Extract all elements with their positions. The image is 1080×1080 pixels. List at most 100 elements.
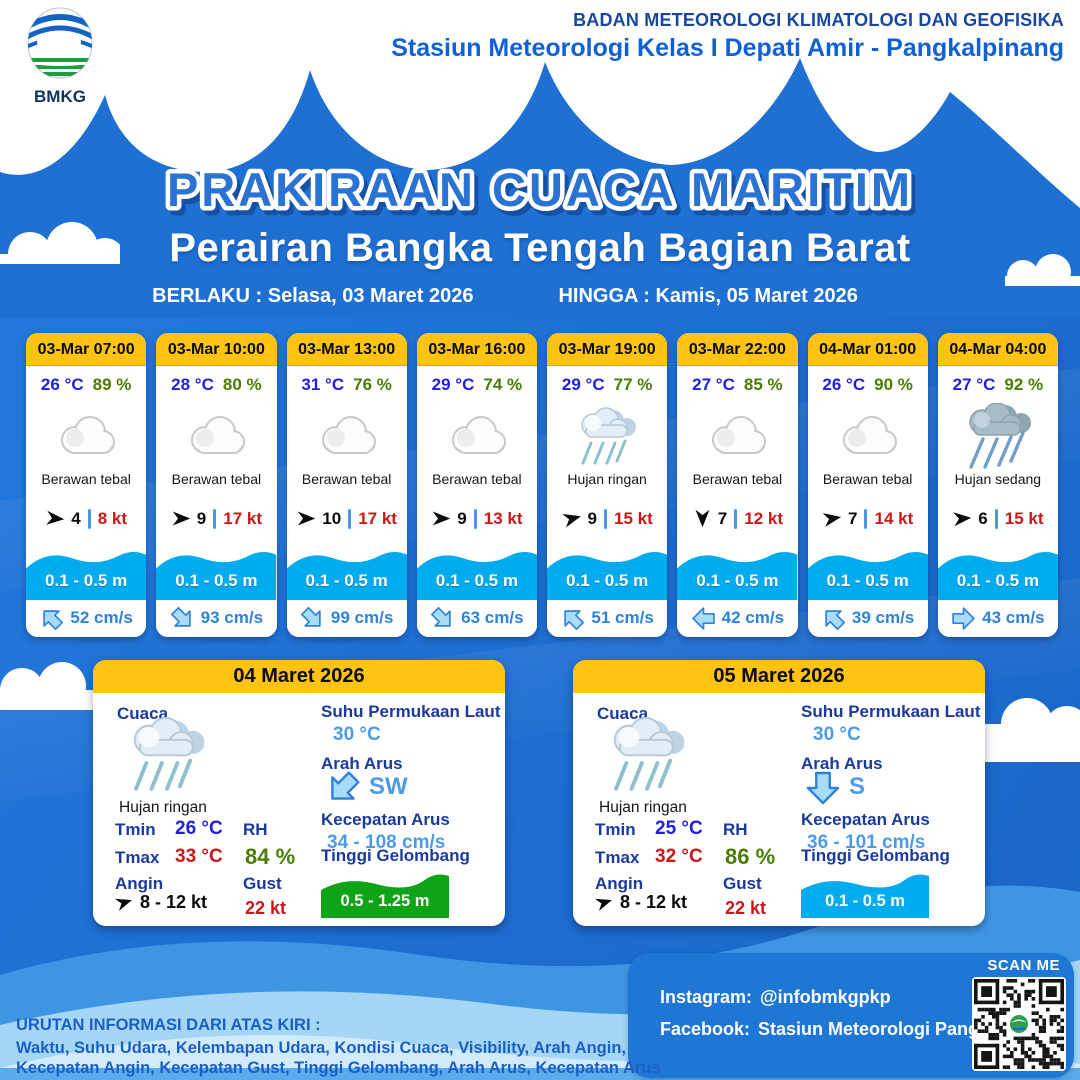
current-row: 93 cm/s	[156, 599, 277, 637]
wind-row: 10 17 kt	[287, 501, 407, 536]
weather-condition: Berawan tebal	[301, 471, 392, 488]
forecast-time: 03-Mar 19:00	[547, 333, 668, 366]
wave-height-label: Tinggi Gelombang	[801, 846, 950, 865]
daily-row: 04 Maret 2026 Cuaca Hujan ringan Tmin 26…	[93, 660, 985, 926]
tmax-label: Tmax	[115, 848, 160, 867]
divider	[87, 508, 91, 529]
current-speed: 51 cm/s	[591, 608, 654, 628]
wave-height-band: 0.1 - 0.5 m	[547, 537, 668, 600]
weather-condition: Hujan ringan	[567, 471, 647, 488]
wave-height-band: 0.1 - 0.5 m	[26, 537, 147, 600]
hourly-forecast-card: 03-Mar 19:00 29 °C 77 % Hujan ringan 9 1…	[547, 333, 668, 637]
instagram-row: Instagram: @infobmkgpkp	[660, 987, 891, 1008]
wave-height-value: 0.1 - 0.5 m	[435, 570, 518, 590]
info-order-title: URUTAN INFORMASI DARI ATAS KIRI :	[16, 1016, 321, 1034]
current-direction-value: SW	[369, 773, 408, 800]
poster-title-wrap: PRAKIRAAN CUACA MARITIM	[162, 160, 914, 221]
daily-wind: 8 - 12 kt	[115, 892, 207, 913]
rh-value: 86 %	[725, 844, 776, 869]
bmkg-logo: BMKG	[27, 7, 93, 106]
divider	[864, 508, 868, 529]
humidity: 77 %	[613, 374, 653, 394]
temp-humidity-row: 26 °C 90 %	[808, 369, 928, 401]
gust-value: 22 kt	[245, 898, 287, 918]
wind-speed: 17 kt	[223, 508, 262, 528]
hourly-forecast-card: 04-Mar 01:00 26 °C 90 % Berawan tebal 7 …	[807, 333, 928, 637]
hourly-forecast-card: 03-Mar 22:00 27 °C 85 % Berawan tebal 7 …	[677, 333, 798, 637]
forecast-time: 03-Mar 07:00	[26, 333, 147, 366]
forecast-time: 03-Mar 16:00	[416, 333, 537, 366]
weather-icon	[547, 401, 667, 472]
daily-weather-icon	[123, 714, 211, 799]
cloud-decoration-right-top	[1005, 254, 1080, 286]
valid-until-label: HINGGA :	[558, 285, 650, 307]
weather-icon	[26, 401, 146, 472]
hourly-forecast-card: 03-Mar 10:00 28 °C 80 % Berawan tebal 9 …	[156, 333, 277, 637]
wave-height-value: 0.1 - 0.5 m	[566, 570, 649, 590]
sst-value: 30 °C	[813, 724, 861, 745]
current-direction-icon	[691, 606, 716, 631]
wave-height-value: 0.1 - 0.5 m	[826, 570, 909, 590]
wind-direction-icon	[171, 508, 192, 529]
divider	[994, 508, 998, 529]
divider	[213, 508, 217, 529]
current-row: 39 cm/s	[807, 599, 928, 637]
current-row: 42 cm/s	[677, 599, 798, 637]
instagram-handle: @infobmkgpkp	[760, 987, 891, 1007]
current-row: 51 cm/s	[547, 599, 668, 637]
scan-me-label: SCAN ME	[987, 957, 1060, 974]
wind-direction-icon	[692, 508, 713, 529]
divider	[734, 508, 738, 529]
rh-label: RH	[243, 820, 268, 839]
gust-label: Gust	[243, 874, 282, 893]
visibility-value: 7	[717, 508, 728, 528]
wave-height-band: 0.1 - 0.5 m	[156, 537, 277, 600]
wind-direction-icon	[820, 507, 844, 531]
daily-forecast-card: 05 Maret 2026 Cuaca Hujan ringan Tmin 25…	[573, 660, 985, 926]
daily-condition: Hujan ringan	[599, 799, 687, 816]
page-subtitle: Perairan Bangka Tengah Bagian Barat	[169, 226, 911, 270]
gust-label: Gust	[723, 874, 762, 893]
cloud-decoration-left-mid	[0, 662, 100, 710]
current-direction-value: S	[849, 773, 866, 800]
current-speed: 99 cm/s	[330, 608, 394, 628]
air-temperature: 26 °C	[40, 374, 84, 394]
tmin-value: 25 °C	[655, 818, 703, 839]
wave-height-value: 0.1 - 0.5 m	[45, 570, 128, 590]
temp-humidity-row: 28 °C 80 %	[156, 369, 276, 401]
wind-row: 9 17 kt	[156, 501, 276, 536]
wind-speed: 17 kt	[358, 508, 397, 528]
valid-until-value: Kamis, 05 Maret 2026	[655, 285, 858, 307]
wind-label: Angin	[595, 874, 644, 893]
wind-row: 4 8 kt	[26, 501, 146, 536]
wave-height-band: 0.1 - 0.5 m	[286, 537, 407, 600]
visibility-value: 9	[457, 508, 467, 528]
hourly-row: 03-Mar 07:00 26 °C 89 % Berawan tebal 4 …	[26, 333, 1058, 637]
humidity: 85 %	[743, 374, 783, 394]
wind-direction-icon	[44, 507, 67, 530]
info-order-line1: Waktu, Suhu Udara, Kelembapan Udara, Kon…	[16, 1039, 627, 1057]
current-speed-value: 34 - 108 cm/s	[327, 832, 446, 853]
cloud-decoration-left-top	[0, 222, 120, 264]
gust-value: 22 kt	[725, 898, 767, 918]
rh-label: RH	[723, 820, 748, 839]
wind-speed: 13 kt	[483, 508, 523, 528]
wave-height-band: 0.1 - 0.5 m	[416, 537, 537, 600]
tmin-label: Tmin	[115, 820, 156, 839]
daily-wave-height: 0.5 - 1.25 m	[340, 892, 430, 910]
scallop-wave-top	[0, 58, 1080, 320]
air-temperature: 29 °C	[431, 374, 475, 394]
daily-date: 05 Maret 2026	[573, 660, 985, 693]
wind-direction-icon	[296, 508, 317, 529]
valid-until: HINGGA : Kamis, 05 Maret 2026	[558, 285, 857, 308]
daily-forecast-card: 04 Maret 2026 Cuaca Hujan ringan Tmin 26…	[93, 660, 505, 926]
weather-condition: Hujan sedang	[954, 471, 1042, 488]
wind-speed: 15 kt	[613, 508, 653, 528]
wind-direction-icon	[559, 506, 585, 532]
temp-humidity-row: 27 °C 92 %	[938, 369, 1058, 401]
weather-icon	[417, 401, 537, 472]
temp-humidity-row: 29 °C 77 %	[547, 369, 667, 401]
info-order-note: URUTAN INFORMASI DARI ATAS KIRI : Waktu,…	[16, 1016, 661, 1078]
current-direction-icon	[318, 763, 369, 814]
